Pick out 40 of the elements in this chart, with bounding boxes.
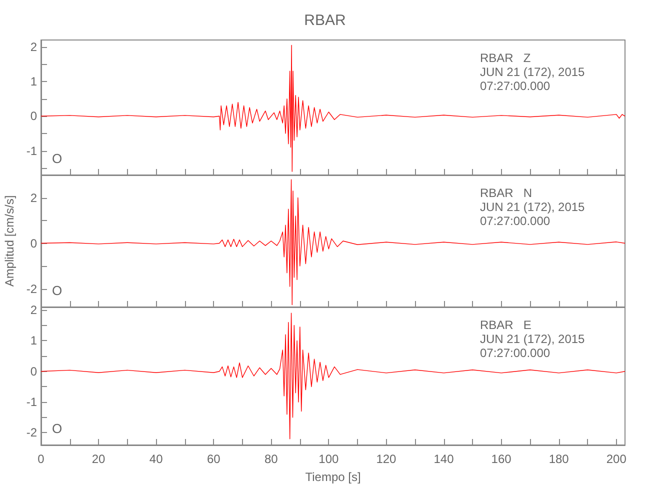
x-tick-label: 20 bbox=[92, 452, 106, 466]
annotation: 07:27:00.000 bbox=[480, 346, 550, 360]
y-tick-label: 0 bbox=[30, 109, 38, 124]
y-tick-label: 1 bbox=[30, 74, 38, 89]
y-tick-label: -2 bbox=[26, 282, 38, 296]
line-series bbox=[40, 312, 626, 440]
x-axis-title: Tiempo [s] bbox=[305, 470, 361, 484]
y-tick-label: 0 bbox=[30, 364, 38, 378]
chart-title: RBAR bbox=[304, 12, 346, 29]
y-tick-label: 0 bbox=[30, 236, 38, 250]
y-axis-title: Amplitud [cm/s/s] bbox=[2, 195, 16, 287]
y-tick-label: 2 bbox=[30, 40, 38, 54]
y-tick-label: -1 bbox=[26, 144, 38, 158]
annotation: 07:27:00.000 bbox=[480, 214, 550, 228]
y-tick-label: -2 bbox=[26, 426, 38, 440]
y-tick-label: 1 bbox=[30, 334, 38, 348]
x-tick-label: 140 bbox=[434, 452, 454, 466]
x-tick-label: 180 bbox=[548, 452, 570, 466]
x-tick-label: 80 bbox=[264, 452, 278, 466]
x-tick-label: 40 bbox=[149, 452, 164, 466]
annotation: O bbox=[52, 151, 62, 166]
annotation: O bbox=[52, 421, 62, 436]
annotation: JUN 21 (172), 2015 bbox=[480, 200, 586, 214]
annotation: RBAR Z bbox=[480, 51, 531, 65]
y-tick-label: 2 bbox=[30, 190, 38, 205]
x-tick-label: 200 bbox=[606, 452, 627, 466]
annotation: RBAR N bbox=[480, 186, 532, 200]
annotation: JUN 21 (172), 2015 bbox=[480, 65, 586, 79]
y-tick-label: 2 bbox=[30, 303, 38, 318]
annotation: 07:27:00.000 bbox=[480, 79, 550, 93]
x-tick-label: 100 bbox=[318, 452, 340, 466]
x-tick-label: 60 bbox=[206, 452, 221, 466]
y-tick-label: -1 bbox=[26, 395, 38, 410]
x-tick-label: 160 bbox=[491, 452, 512, 466]
line-series bbox=[40, 44, 626, 172]
annotation: O bbox=[52, 283, 62, 298]
line-series bbox=[40, 179, 626, 306]
annotation: JUN 21 (172), 2015 bbox=[480, 332, 586, 346]
x-tick-label: 120 bbox=[376, 452, 397, 466]
annotation: RBAR E bbox=[480, 318, 532, 332]
